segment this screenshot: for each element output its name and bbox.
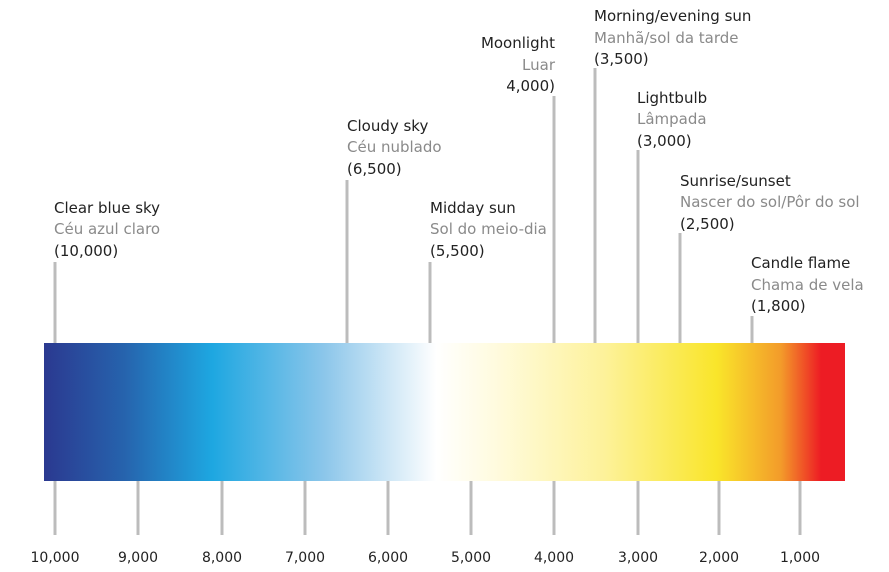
annotation: Moonlight Luar 4,000)	[481, 34, 556, 95]
axis-label: 6,000	[368, 550, 408, 566]
axis-label: 3,000	[618, 550, 658, 566]
axis-label: 2,000	[699, 550, 739, 566]
value: (5,500)	[430, 242, 485, 260]
annotation: Lightbulb Lâmpada (3,000)	[637, 89, 707, 150]
annotation-lines	[53, 68, 754, 343]
label: Lightbulb	[637, 89, 707, 107]
axis-label: 9,000	[118, 550, 158, 566]
translation: Luar	[522, 56, 556, 74]
value: (3,000)	[637, 132, 692, 150]
annotation: Clear blue sky Céu azul claro (10,000)	[54, 199, 160, 260]
annotation: Morning/evening sun Manhã/sol da tarde (…	[594, 7, 751, 68]
axis-label: 10,000	[31, 550, 80, 566]
annotation: Cloudy sky Céu nublado (6,500)	[347, 117, 442, 178]
value: (10,000)	[54, 242, 118, 260]
annotation: Sunrise/sunset Nascer do sol/Pôr do sol …	[680, 172, 860, 233]
label: Clear blue sky	[54, 199, 160, 217]
axis-label: 1,000	[780, 550, 820, 566]
annotation: Midday sun Sol do meio-dia (5,500)	[430, 199, 547, 260]
value: (1,800)	[751, 297, 806, 315]
axis-label: 5,000	[451, 550, 491, 566]
annotation: Candle flame Chama de vela (1,800)	[751, 254, 864, 315]
axis-label: 8,000	[202, 550, 242, 566]
label: Sunrise/sunset	[680, 172, 791, 190]
axis-label: 7,000	[285, 550, 325, 566]
label: Cloudy sky	[347, 117, 428, 135]
translation: Lâmpada	[637, 110, 707, 128]
label: Candle flame	[751, 254, 850, 272]
value: (6,500)	[347, 160, 402, 178]
translation: Sol do meio-dia	[430, 220, 547, 238]
label: Morning/evening sun	[594, 7, 751, 25]
axis-label: 4,000	[534, 550, 574, 566]
spectrum-bar	[44, 343, 845, 481]
translation: Chama de vela	[751, 276, 864, 294]
label: Moonlight	[481, 34, 555, 52]
value: (3,500)	[594, 50, 649, 68]
value: 4,000)	[506, 77, 555, 95]
translation: Céu nublado	[347, 138, 442, 156]
label: Midday sun	[430, 199, 516, 217]
temperature-axis: 10,000 9,000 8,000 7,000 6,000 5,000 4,000 3,00…	[31, 481, 820, 566]
translation: Nascer do sol/Pôr do sol	[680, 193, 860, 211]
value: (2,500)	[680, 215, 735, 233]
translation: Manhã/sol da tarde	[594, 29, 739, 47]
translation: Céu azul claro	[54, 220, 160, 238]
